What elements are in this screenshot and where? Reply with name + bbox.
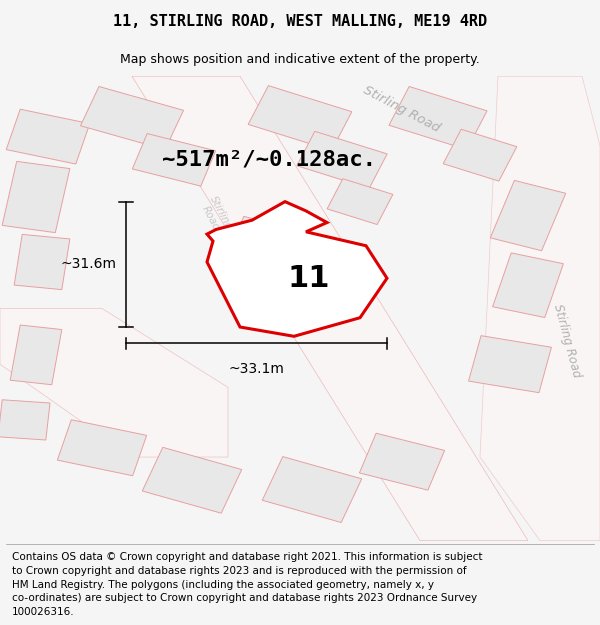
Text: Stirling Road: Stirling Road (551, 302, 583, 379)
Polygon shape (0, 400, 50, 440)
Polygon shape (2, 161, 70, 232)
Polygon shape (389, 86, 487, 149)
Text: ~33.1m: ~33.1m (229, 362, 284, 376)
Text: Contains OS data © Crown copyright and database right 2021. This information is : Contains OS data © Crown copyright and d… (12, 552, 482, 617)
Polygon shape (359, 433, 445, 490)
Polygon shape (133, 134, 215, 186)
Polygon shape (490, 181, 566, 251)
Text: ~517m²/~0.128ac.: ~517m²/~0.128ac. (162, 150, 376, 170)
Polygon shape (480, 76, 600, 541)
Polygon shape (443, 129, 517, 181)
Text: Stirling Road: Stirling Road (361, 83, 443, 134)
Polygon shape (80, 86, 184, 149)
Polygon shape (132, 76, 528, 541)
Polygon shape (0, 308, 228, 457)
Text: Map shows position and indicative extent of the property.: Map shows position and indicative extent… (120, 53, 480, 66)
Polygon shape (469, 336, 551, 392)
Polygon shape (58, 420, 146, 476)
Text: 11, STIRLING ROAD, WEST MALLING, ME19 4RD: 11, STIRLING ROAD, WEST MALLING, ME19 4R… (113, 14, 487, 29)
Polygon shape (207, 202, 387, 336)
Polygon shape (227, 216, 301, 271)
Text: Stirling
Road: Stirling Road (198, 194, 234, 237)
Polygon shape (6, 109, 90, 164)
Text: 11: 11 (288, 264, 330, 292)
Polygon shape (10, 325, 62, 385)
Polygon shape (142, 448, 242, 513)
Polygon shape (248, 86, 352, 151)
Polygon shape (297, 131, 387, 188)
Polygon shape (14, 234, 70, 289)
Polygon shape (262, 457, 362, 522)
Text: ~31.6m: ~31.6m (61, 258, 117, 271)
Polygon shape (493, 253, 563, 318)
Polygon shape (327, 179, 393, 224)
